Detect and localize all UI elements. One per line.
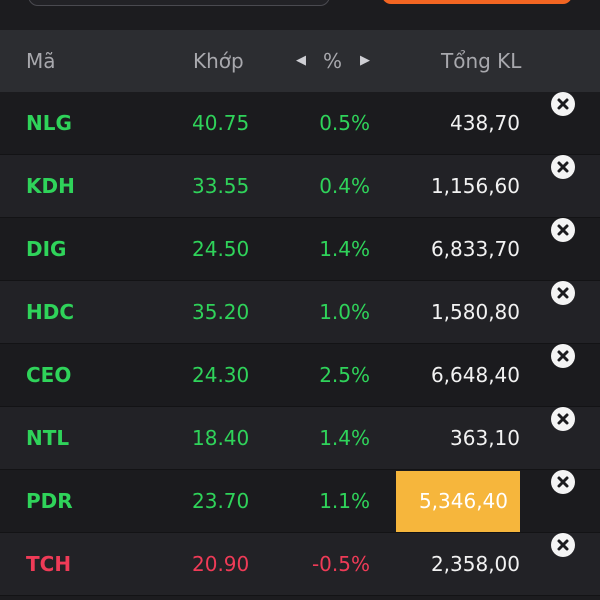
stock-code: TCH [26, 552, 72, 576]
column-header-code[interactable]: Mã [26, 49, 56, 73]
table-row[interactable]: KDH 33.55 0.4% 1,156,60 [0, 155, 600, 218]
stock-code: NLG [26, 111, 72, 135]
percent-change: 0.5% [319, 111, 370, 135]
remove-circle-icon[interactable] [551, 92, 575, 116]
table-row[interactable]: DIG 24.50 1.4% 6,833,70 [0, 218, 600, 281]
search-input[interactable] [28, 0, 330, 6]
percent-change: 1.0% [319, 300, 370, 324]
match-price: 23.70 [192, 489, 250, 513]
total-volume: 1,156,60 [430, 174, 520, 198]
remove-circle-icon[interactable] [551, 470, 575, 494]
percent-change: 1.1% [319, 489, 370, 513]
column-header-match-price[interactable]: Khớp [193, 49, 244, 73]
table-row[interactable]: NTL 18.40 1.4% 363,10 [0, 407, 600, 470]
stock-code: PDR [26, 489, 73, 513]
remove-circle-icon[interactable] [551, 344, 575, 368]
total-volume: 1,580,80 [430, 300, 520, 324]
watchlist-table: NLG 40.75 0.5% 438,70 KDH 33.55 0.4% 1,156,60 DI… [0, 92, 600, 596]
stock-code: HDC [26, 300, 75, 324]
match-price: 33.55 [192, 174, 250, 198]
percent-change: 1.4% [319, 426, 370, 450]
total-volume: 438,70 [450, 111, 520, 135]
total-volume: 363,10 [450, 426, 520, 450]
percent-change: 0.4% [319, 174, 370, 198]
match-price: 24.30 [192, 363, 250, 387]
remove-circle-icon[interactable] [551, 155, 575, 179]
percent-change: 2.5% [319, 363, 370, 387]
table-header: Mã Khớp ◀ % ▶ Tổng KL [0, 30, 600, 92]
percent-change: -0.5% [311, 552, 370, 576]
table-row[interactable]: TCH 20.90 -0.5% 2,358,00 [0, 533, 600, 596]
total-volume: 6,833,70 [430, 237, 520, 261]
match-price: 24.50 [192, 237, 250, 261]
total-volume: 2,358,00 [430, 552, 520, 576]
column-header-total-volume[interactable]: Tổng KL [441, 49, 522, 73]
stock-code: NTL [26, 426, 70, 450]
match-price: 20.90 [192, 552, 250, 576]
caret-left-icon[interactable]: ◀ [296, 53, 306, 68]
match-price: 18.40 [192, 426, 250, 450]
stock-code: DIG [26, 237, 67, 261]
action-button[interactable] [382, 0, 572, 4]
percent-change: 1.4% [319, 237, 370, 261]
remove-circle-icon[interactable] [551, 218, 575, 242]
table-row[interactable]: HDC 35.20 1.0% 1,580,80 [0, 281, 600, 344]
table-row[interactable]: CEO 24.30 2.5% 6,648,40 [0, 344, 600, 407]
caret-right-icon[interactable]: ▶ [360, 53, 370, 68]
stock-code: CEO [26, 363, 72, 387]
stock-code: KDH [26, 174, 75, 198]
match-price: 35.20 [192, 300, 250, 324]
remove-circle-icon[interactable] [551, 533, 575, 557]
table-row[interactable]: PDR 23.70 1.1% 5,346,40 [0, 470, 600, 533]
remove-circle-icon[interactable] [551, 281, 575, 305]
total-volume: 5,346,40 [396, 471, 520, 532]
remove-circle-icon[interactable] [551, 407, 575, 431]
column-header-percent[interactable]: % [323, 49, 343, 73]
total-volume: 6,648,40 [430, 363, 520, 387]
table-row[interactable]: NLG 40.75 0.5% 438,70 [0, 92, 600, 155]
match-price: 40.75 [192, 111, 250, 135]
top-toolbar [0, 0, 600, 28]
